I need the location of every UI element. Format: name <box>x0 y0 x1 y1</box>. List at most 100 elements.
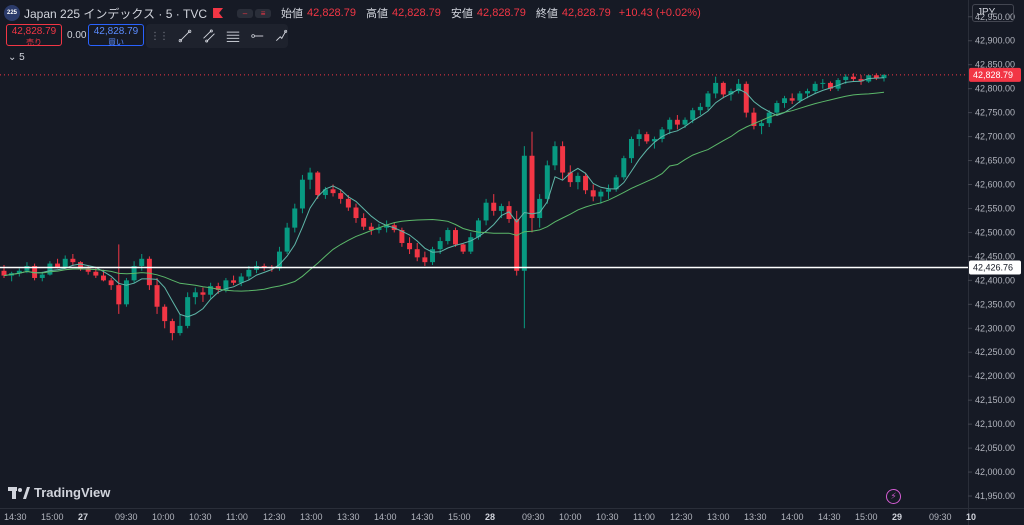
high-label: 高値 <box>365 8 388 20</box>
candle-body <box>628 138 634 159</box>
candle-body <box>667 119 673 130</box>
drag-handle-icon[interactable]: ⋮⋮ <box>150 30 169 42</box>
x-tick-label: 11:00 <box>633 512 655 522</box>
x-tick-label: 29 <box>892 512 902 522</box>
candle-body <box>16 270 22 274</box>
candle-body <box>100 275 106 281</box>
candle-body <box>146 258 152 286</box>
trend-line-icon[interactable] <box>178 27 192 45</box>
candle-body <box>368 226 374 231</box>
candle-body <box>820 82 826 84</box>
candle-body <box>177 325 183 334</box>
sell-price: 42,828.79 <box>11 26 57 37</box>
candle-body <box>78 262 84 269</box>
candle-body <box>583 175 589 191</box>
y-tick-label: 42,700.00 <box>975 132 1015 142</box>
candle-body <box>376 227 382 231</box>
candle-body <box>858 79 864 82</box>
y-tick-label: 42,350.00 <box>975 299 1015 309</box>
market-status-pill[interactable]: – ≡ <box>237 8 272 18</box>
x-tick-label: 14:30 <box>411 512 434 522</box>
x-tick-label: 11:00 <box>226 512 248 522</box>
candle-body <box>246 269 252 277</box>
path-icon[interactable] <box>274 27 288 45</box>
lightning-icon[interactable]: ⚡ <box>886 489 901 504</box>
candle-body <box>690 110 696 120</box>
candle-body <box>32 265 38 278</box>
candle-body <box>162 306 168 322</box>
currency-selector[interactable]: JPY <box>972 4 1014 22</box>
x-tick-label: 15:00 <box>41 512 64 522</box>
candle-body <box>621 158 627 178</box>
candle-body <box>552 146 558 166</box>
candle-body <box>850 76 856 80</box>
candle-body <box>192 292 198 298</box>
candle-body <box>430 249 436 263</box>
candle-body <box>108 280 114 286</box>
candle-body <box>728 91 734 95</box>
candle-body <box>606 189 612 192</box>
symbol-title[interactable]: Japan 225 インデックス · 5 · TVC <box>24 6 208 21</box>
candle-body <box>804 91 810 94</box>
chevron-down-icon: ⌄ <box>8 52 17 63</box>
candle-body <box>452 230 458 245</box>
candle-body <box>774 103 780 113</box>
candle-body <box>437 241 443 250</box>
candle-body <box>345 198 351 208</box>
candle-body <box>636 134 642 139</box>
candle-body <box>544 165 550 199</box>
candle-body <box>24 265 30 271</box>
candle-body <box>812 83 818 92</box>
sell-button[interactable]: 42,828.79 売り <box>6 24 62 47</box>
candle-body <box>399 230 405 243</box>
candle-body <box>674 119 680 125</box>
candle-body <box>85 268 91 272</box>
candle-body <box>238 276 244 283</box>
y-tick-label: 42,950.00 <box>975 12 1015 22</box>
y-tick-label: 42,750.00 <box>975 108 1015 118</box>
symbol-badge[interactable]: 225 <box>4 5 20 21</box>
ma-fast-line <box>3 77 885 318</box>
brand-name: TradingView <box>34 485 111 500</box>
tradingview-logo[interactable]: TradingView <box>8 485 110 500</box>
candle-body <box>47 263 53 275</box>
candle-body <box>62 258 68 267</box>
y-tick-label: 42,900.00 <box>975 36 1015 46</box>
drawing-toolbar: ⋮⋮ <box>146 24 288 48</box>
x-tick-label: 15:00 <box>855 512 878 522</box>
y-tick-label: 42,450.00 <box>975 251 1015 261</box>
candle-body <box>276 251 282 269</box>
parallel-channel-icon[interactable] <box>202 27 216 45</box>
candle-body <box>231 280 237 283</box>
high-value: 42,828.79 <box>391 7 441 19</box>
candle-body <box>70 258 76 263</box>
candle-body <box>475 220 481 238</box>
candle-body <box>575 175 581 183</box>
candle-body <box>835 80 841 89</box>
flag-icon[interactable] <box>213 8 224 18</box>
candle-body <box>873 75 879 79</box>
fib-retracement-icon[interactable] <box>226 27 240 45</box>
candle-body <box>491 202 497 211</box>
tradingview-logo-icon <box>8 486 30 499</box>
y-tick-label: 42,000.00 <box>975 467 1015 477</box>
candle-body <box>208 286 214 295</box>
candle-body <box>590 190 596 197</box>
x-tick-label: 13:00 <box>707 512 730 522</box>
candle-body <box>529 155 535 219</box>
horizontal-ray-icon[interactable] <box>250 27 264 45</box>
buy-button[interactable]: 42,828.79 買い <box>88 24 144 47</box>
candle-body <box>292 208 298 228</box>
candle-body <box>521 155 527 271</box>
buy-price: 42,828.79 <box>93 26 139 37</box>
indicator-toggle[interactable]: ⌄ 5 <box>8 52 25 63</box>
x-tick-label: 27 <box>78 512 88 522</box>
x-tick-label: 12:30 <box>263 512 286 522</box>
open-value: 42,828.79 <box>307 7 356 19</box>
candle-body <box>759 123 765 127</box>
x-tick-label: 13:00 <box>300 512 323 522</box>
x-tick-label: 14:30 <box>4 512 27 522</box>
candle-body <box>766 112 772 124</box>
candle-body <box>843 76 849 81</box>
